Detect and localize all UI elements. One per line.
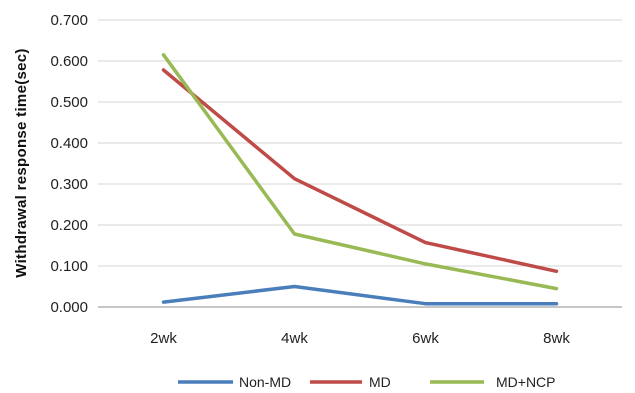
y-tick-label: 0.200 xyxy=(50,217,88,234)
y-tick-label: 0.600 xyxy=(50,53,88,70)
legend-label: MD xyxy=(369,374,391,390)
y-axis-title: Withdrawal response time(sec) xyxy=(13,48,30,277)
x-tick-label: 4wk xyxy=(281,330,308,347)
legend-label: MD+NCP xyxy=(496,374,556,390)
y-tick-label: 0.400 xyxy=(50,135,88,152)
x-tick-label: 6wk xyxy=(412,330,439,347)
series-line-md xyxy=(161,68,559,274)
series-line-non-md xyxy=(161,284,559,306)
y-tick-label: 0.100 xyxy=(50,258,88,275)
gridlines xyxy=(98,19,622,308)
legend: Non-MD MD MD+NCP xyxy=(178,374,556,390)
y-axis-tick-labels: 0.000 0.100 0.200 0.300 0.400 0.500 0.600 0.700 xyxy=(50,12,88,316)
x-axis-tick-labels: 2wk 4wk 6wk 8wk xyxy=(150,330,570,347)
y-tick-label: 0.500 xyxy=(50,94,88,111)
y-tick-label: 0.300 xyxy=(50,176,88,193)
legend-label: Non-MD xyxy=(239,374,291,390)
x-tick-label: 2wk xyxy=(150,330,177,347)
x-tick-label: 8wk xyxy=(543,330,570,347)
y-tick-label: 0.000 xyxy=(50,299,88,316)
series-lines xyxy=(161,53,559,306)
y-tick-label: 0.700 xyxy=(50,12,88,29)
series-line-md-ncp xyxy=(161,53,559,291)
